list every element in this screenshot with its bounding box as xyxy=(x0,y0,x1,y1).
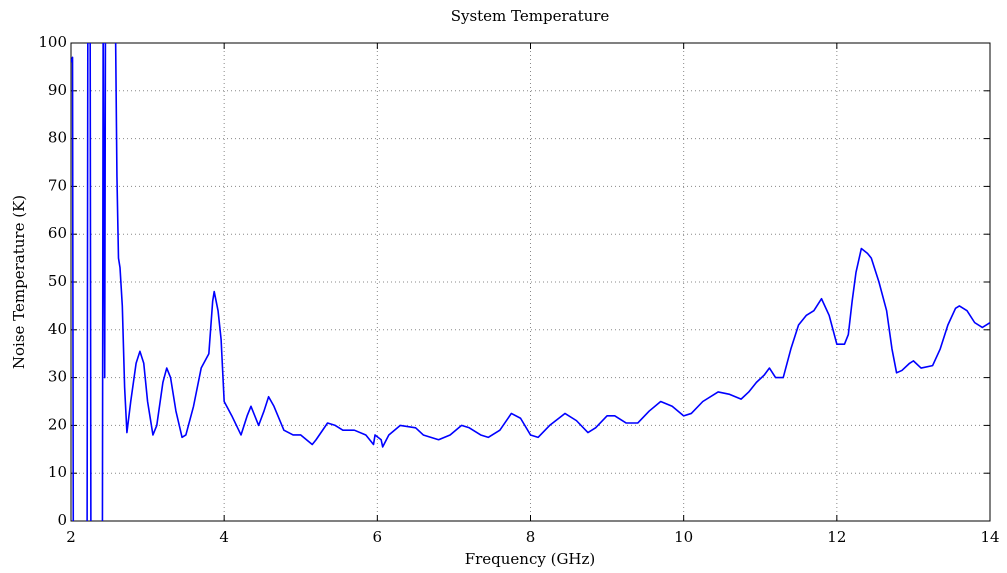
y-tick-label: 50 xyxy=(48,272,67,290)
y-tick-label: 20 xyxy=(48,415,67,433)
data-line xyxy=(71,43,990,521)
y-tick-label: 40 xyxy=(48,320,67,338)
y-tick-label: 10 xyxy=(48,463,67,481)
x-tick-label: 14 xyxy=(980,528,999,546)
x-tick-label: 8 xyxy=(526,528,536,546)
y-tick-label: 60 xyxy=(48,224,67,242)
y-axis-label: Noise Temperature (K) xyxy=(10,195,28,369)
x-tick-label: 2 xyxy=(66,528,76,546)
x-tick-label: 10 xyxy=(674,528,693,546)
y-tick-label: 30 xyxy=(48,368,67,386)
x-tick-label: 6 xyxy=(373,528,383,546)
y-tick-label: 70 xyxy=(48,176,67,194)
series-group xyxy=(71,43,990,521)
y-tick-label: 80 xyxy=(48,129,67,147)
chart-title: System Temperature xyxy=(451,7,610,25)
y-tick-label: 0 xyxy=(57,511,67,529)
plot-area xyxy=(71,43,990,521)
plot-frame xyxy=(70,42,991,522)
x-tick-label: 4 xyxy=(219,528,229,546)
x-axis-label: Frequency (GHz) xyxy=(465,550,596,568)
y-tick-label: 90 xyxy=(48,81,67,99)
y-tick-label: 100 xyxy=(38,33,67,51)
x-tick-label: 12 xyxy=(827,528,846,546)
